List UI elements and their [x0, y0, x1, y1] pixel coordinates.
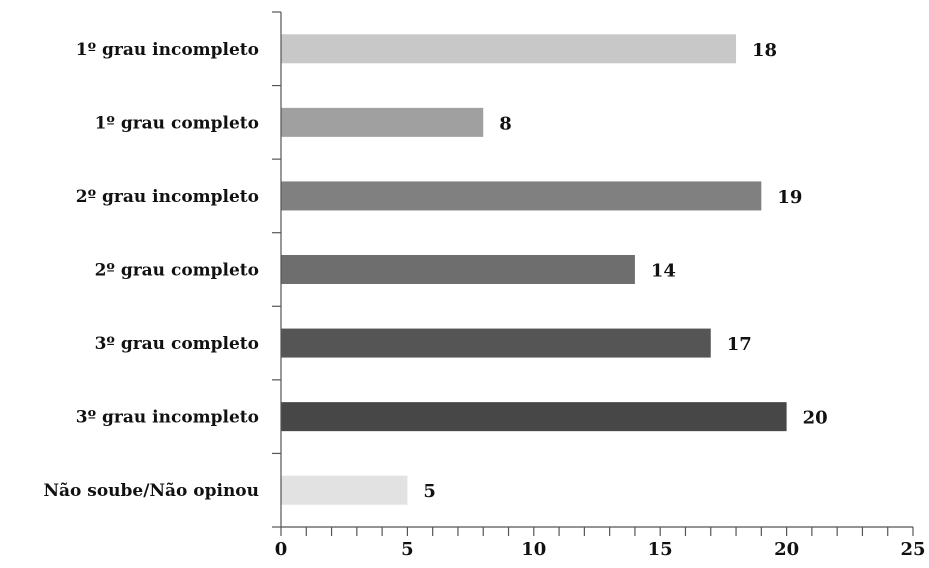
bar [281, 181, 762, 211]
x-tick-labels: 0 5 10 15 20 25 [275, 539, 926, 560]
data-label: 5 [423, 481, 436, 502]
x-tick-label: 25 [900, 539, 925, 560]
data-label: 17 [727, 334, 752, 355]
category-label: 3º grau completo [95, 334, 259, 354]
data-label: 19 [777, 187, 802, 208]
category-label: 2º grau incompleto [76, 187, 259, 207]
bars-group [281, 34, 787, 505]
bar [281, 475, 408, 505]
bar [281, 328, 711, 358]
bar [281, 107, 484, 137]
x-tick-label: 5 [401, 539, 414, 560]
category-label: 1º grau completo [95, 113, 259, 133]
data-label: 20 [803, 408, 828, 429]
bar [281, 255, 635, 284]
x-axis-ticks [280, 527, 914, 536]
x-tick-label: 15 [648, 539, 673, 560]
data-labels: 18 8 19 14 17 20 5 [423, 40, 827, 502]
bar [281, 34, 737, 64]
x-tick-label: 10 [521, 539, 546, 560]
category-labels: 1º grau incompleto 1º grau completo 2º gra… [43, 40, 259, 501]
category-label: 1º grau incompleto [76, 40, 259, 60]
category-label: 2º grau completo [95, 261, 259, 281]
category-label: 3º grau incompleto [76, 408, 259, 428]
data-label: 14 [651, 261, 676, 282]
data-label: 18 [752, 40, 777, 61]
x-tick-label: 20 [774, 539, 799, 560]
data-label: 8 [499, 113, 512, 134]
y-axis-ticks [272, 11, 281, 528]
bar [281, 402, 787, 432]
x-tick-label: 0 [275, 539, 288, 560]
category-label: Não soube/Não opinou [43, 481, 259, 501]
